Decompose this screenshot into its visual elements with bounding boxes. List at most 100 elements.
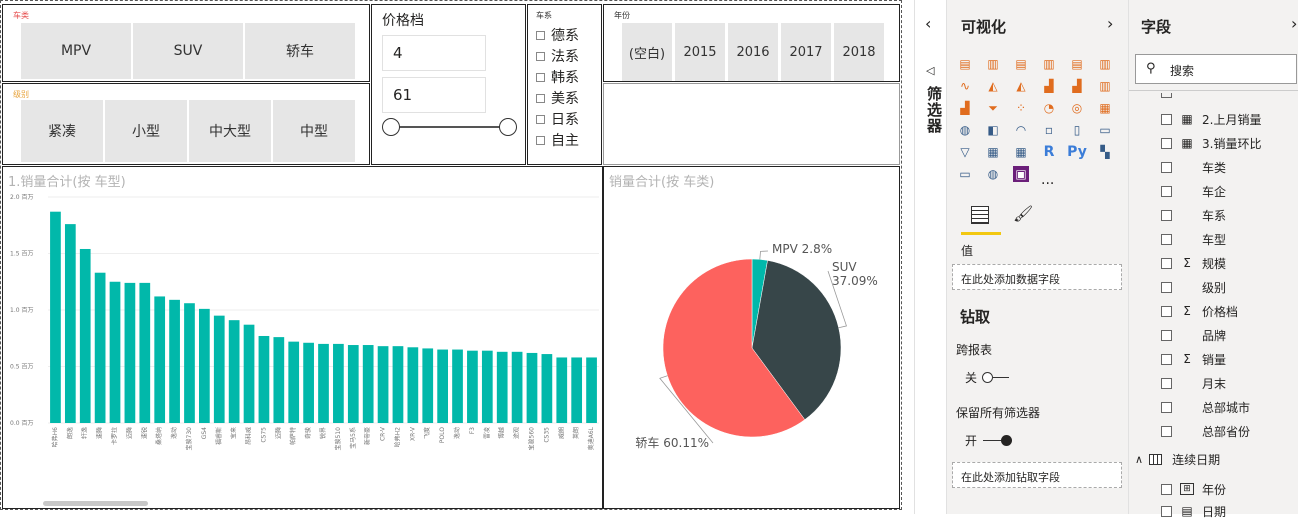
area-chart-icon[interactable]: ◭ [988,79,998,93]
slicer-tile-2015[interactable]: 2015 [675,23,725,81]
filter-icon[interactable]: ◁ [926,64,935,77]
checkbox[interactable] [1161,209,1172,221]
pie-icon[interactable]: ◔ [1043,101,1055,115]
scatter-icon[interactable]: ⁘ [1015,101,1027,115]
bar[interactable] [422,348,434,423]
slicer-tile-year-blank[interactable]: (空白) [622,23,672,81]
bar[interactable] [467,350,478,423]
slicer-tile-2016[interactable]: 2016 [728,23,778,81]
bar[interactable] [228,320,240,423]
treemap-icon[interactable]: ▦ [1099,101,1111,115]
checkbox[interactable] [1161,401,1172,413]
stacked-bar-icon[interactable]: ▤ [959,57,971,71]
bar[interactable] [50,211,61,423]
pie-chart-visual[interactable]: 销量合计(按 车类) MPV 2.8% SUV 37.09% 轿车 60.11% [603,166,900,509]
field-row[interactable]: Σ 规模 [1161,253,1226,273]
field-row[interactable]: 车类 [1161,157,1226,177]
bar[interactable] [586,357,597,423]
kpi-icon[interactable]: ▭ [1099,123,1111,137]
collapse-chevron-icon[interactable]: ∧ [1135,452,1144,466]
checkbox[interactable] [1161,377,1172,389]
bar[interactable] [452,349,463,423]
bar[interactable] [526,352,538,423]
funnel-icon[interactable]: ⏷ [988,100,998,115]
slicer-tile-mpv[interactable]: MPV [21,23,131,79]
pie-slice[interactable] [662,258,806,438]
search-box[interactable]: ⚲ 搜索 [1135,54,1297,84]
bar[interactable] [571,357,583,423]
donut-icon[interactable]: ◎ [1071,101,1083,115]
field-row[interactable]: 车企 [1161,181,1226,201]
field-row[interactable]: 总部城市 [1161,397,1250,417]
qa-icon[interactable]: ▭ [959,167,971,181]
bar[interactable] [303,342,314,423]
field-row[interactable]: 车系 [1161,205,1226,225]
bar-chart-visual[interactable]: 1.销量合计(按 车型) 0.0 百万 0.5 百万 1.0 百万 1.5 百万 2.0… [2,166,603,509]
checkbox[interactable] [1161,329,1172,341]
bar[interactable] [541,354,553,423]
bar[interactable] [288,341,300,423]
bar[interactable] [437,349,448,423]
bar[interactable] [213,315,225,423]
checkbox[interactable] [1161,233,1172,245]
search-input[interactable]: 搜索 [1170,64,1195,78]
map-icon[interactable]: ◍ [959,123,971,137]
ribbon-icon[interactable]: ▥ [1099,79,1111,93]
stacked-area-icon[interactable]: ◭ [1016,79,1026,93]
horizontal-scrollbar[interactable] [43,501,148,506]
checkbox[interactable] [536,72,545,82]
price-min-input[interactable]: 4 [382,35,486,71]
clustered-column-icon[interactable]: ▥ [1043,57,1055,71]
bar[interactable] [243,324,255,423]
checkbox[interactable] [536,93,545,103]
checkbox[interactable] [1161,305,1172,317]
bar[interactable] [94,272,106,423]
field-row[interactable]: 月末 [1161,373,1226,393]
field-row[interactable]: 品牌 [1161,325,1226,345]
slicer-tile-compact[interactable]: 紧凑 [21,100,103,162]
more-visuals-icon[interactable]: ... [1041,172,1055,188]
bar[interactable] [556,357,568,423]
line-chart-icon[interactable]: ∿ [959,79,971,93]
table-icon[interactable]: ▦ [987,145,999,159]
table-row-continuous-date[interactable]: ∧ 连续日期 [1135,449,1220,469]
checkbox[interactable] [1161,353,1172,365]
series-option-french[interactable]: 法系 [536,46,579,66]
checkbox[interactable] [536,135,545,145]
field-row[interactable]: ▦ 2.上月销量 [1161,109,1261,129]
bar[interactable] [377,346,389,423]
bar[interactable] [318,343,329,423]
bar[interactable] [258,335,270,423]
chevron-right-icon[interactable]: › [1291,14,1298,33]
field-row[interactable]: Σ 价格档 [1161,301,1238,321]
chevron-right-icon[interactable]: › [1107,14,1114,33]
fields-tab-icon[interactable] [971,206,989,224]
bar[interactable] [511,351,523,423]
field-row[interactable]: ▦ 3.销量环比 [1161,133,1261,153]
bar[interactable] [333,343,344,423]
field-row-year[interactable]: ⊞ 年份 [1161,479,1226,499]
chevron-left-icon[interactable]: ‹ [925,14,932,33]
checkbox[interactable] [1161,505,1172,517]
series-option-american[interactable]: 美系 [536,88,579,108]
gauge-icon[interactable]: ◠ [1015,123,1027,137]
field-row[interactable]: Σ 销量 [1161,349,1226,369]
checkbox[interactable] [1161,425,1172,437]
checkbox[interactable] [1161,185,1172,197]
multirow-card-icon[interactable]: ▯ [1073,123,1081,137]
bar[interactable] [109,281,121,423]
field-row-date[interactable]: ▤ 日期 [1161,501,1226,521]
series-option-german[interactable]: 德系 [536,25,579,45]
bar[interactable] [481,350,493,423]
series-option-domestic[interactable]: 自主 [536,130,579,150]
bar[interactable] [362,345,374,423]
series-option-japanese[interactable]: 日系 [536,109,579,129]
checkbox[interactable] [536,114,545,124]
bar[interactable] [154,296,166,423]
bar[interactable] [184,303,195,423]
bar[interactable] [64,224,76,423]
values-drop-zone[interactable]: 在此处添加数据字段 [952,264,1122,290]
drill-drop-zone[interactable]: 在此处添加钻取字段 [952,462,1122,488]
checkbox[interactable] [1161,257,1172,269]
checkbox[interactable] [536,51,545,61]
